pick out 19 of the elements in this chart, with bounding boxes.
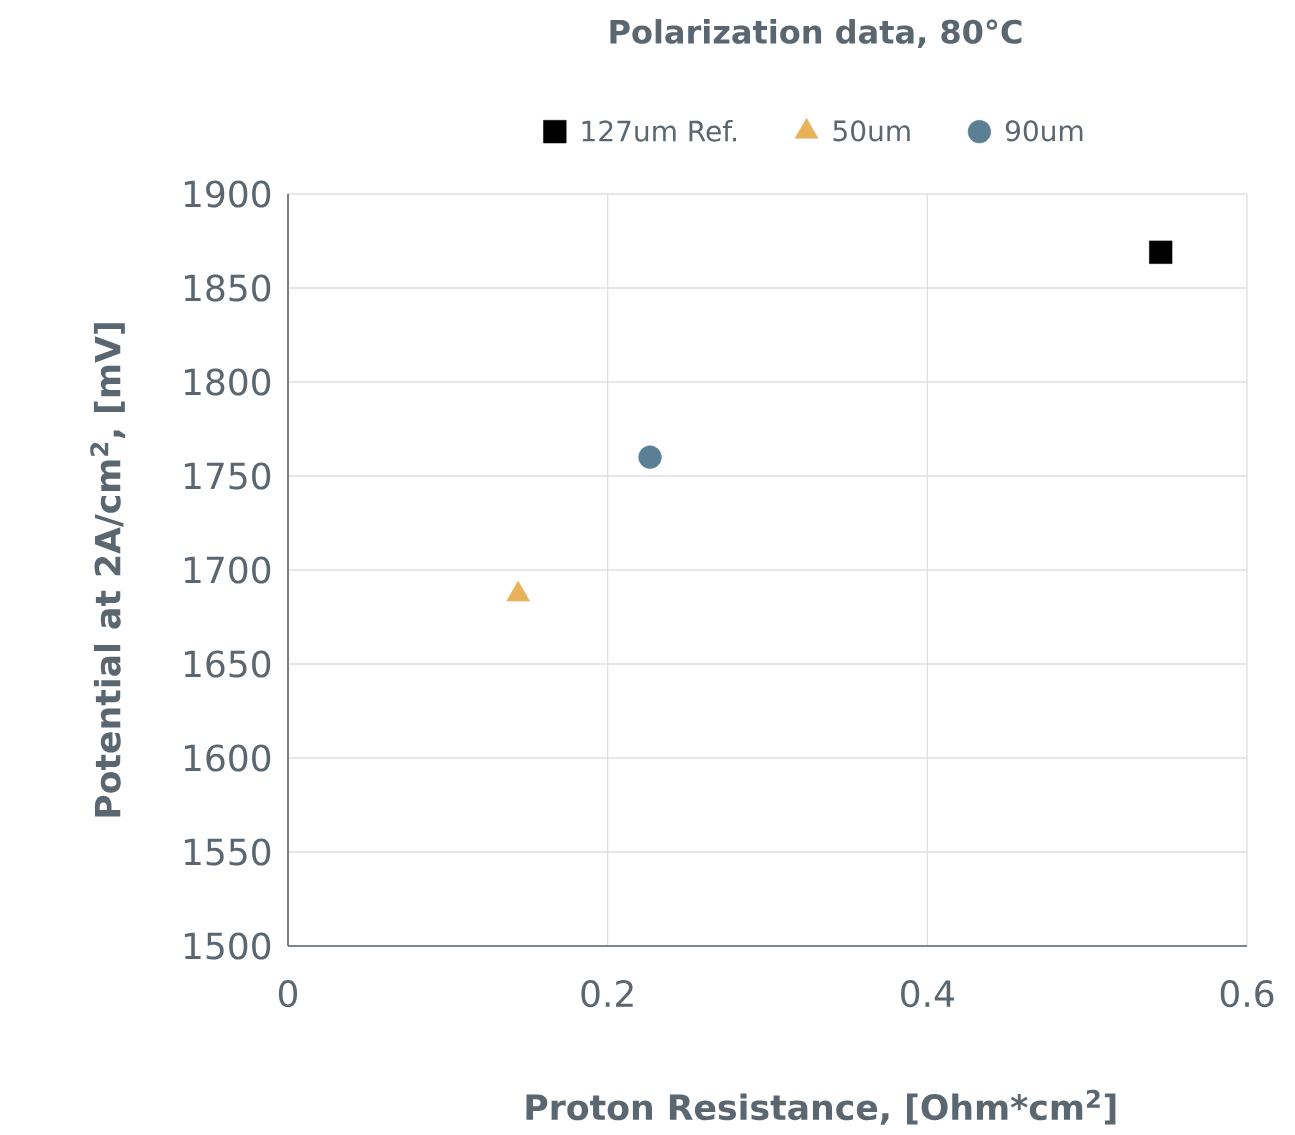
legend-label: 90um [1005, 120, 1083, 142]
y-tick-label: 1850 [184, 274, 271, 302]
y-tick-label: 1750 [184, 462, 271, 490]
x-tick-label: 0.2 [581, 980, 633, 1008]
y-tick-label: 1800 [184, 368, 271, 396]
chart-title: Polarization data, 80°C [610, 19, 1022, 48]
x-tick-label: 0 [278, 980, 298, 1008]
x-tick-label: 0.6 [1220, 980, 1274, 1008]
y-axis-title: Potential at 2A/cm$^{2}$, [mV] [90, 323, 126, 817]
y-tick-label: 1900 [184, 180, 271, 208]
x-axis-title: Proton Resistance, [Ohm*cm$^{2}$] [526, 1089, 1116, 1125]
x-tick-label: 0.4 [901, 980, 954, 1008]
y-tick-label: 1600 [184, 744, 271, 772]
y-tick-label: 1500 [184, 932, 271, 960]
legend-label: 127um Ref. [582, 120, 736, 142]
legend-label: 50um [833, 120, 910, 142]
y-tick-label: 1550 [184, 838, 271, 866]
y-tick-label: 1650 [184, 650, 271, 678]
y-tick-label: 1700 [184, 556, 271, 584]
